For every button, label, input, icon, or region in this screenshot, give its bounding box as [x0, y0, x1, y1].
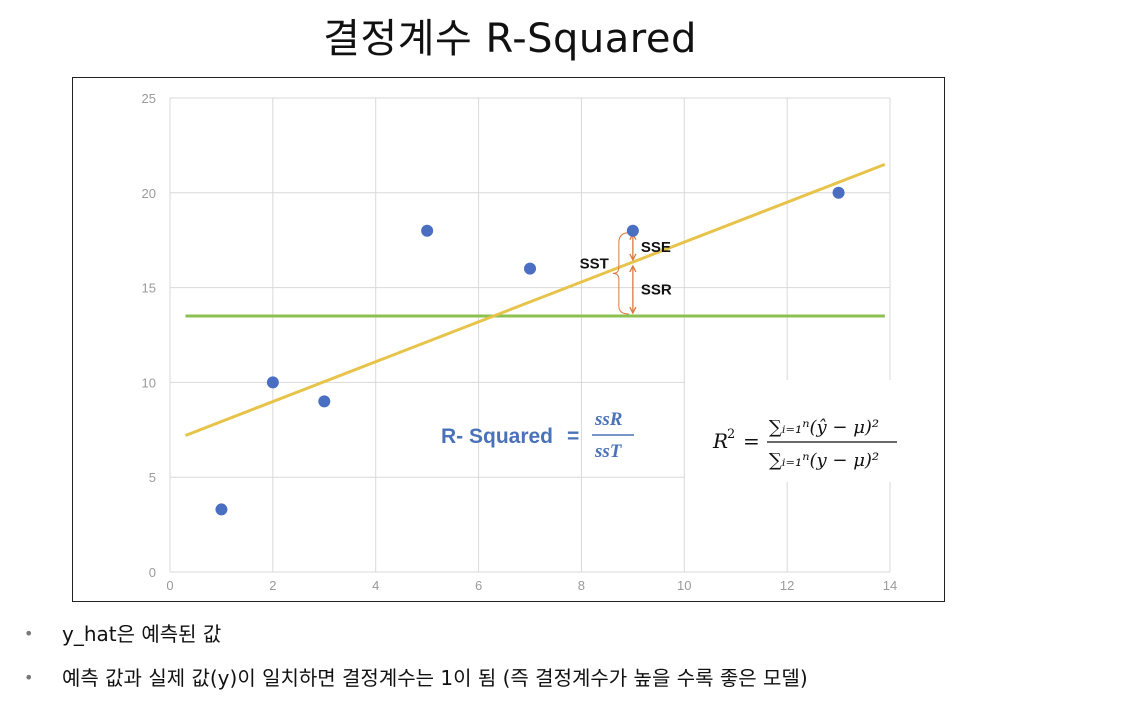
data-point: [626, 224, 639, 237]
scatter-chart: 0 2 4 6 8 10 12 14 0 5 10 15 20 25 SSE SSR SST R- Squar…: [142, 91, 943, 593]
formula-lhs-power: 2: [727, 427, 735, 442]
r-squared-equals: =: [567, 425, 579, 448]
bullet-list: • y_hat은 예측된 값 • 예측 값과 실제 값(y)이 일치하면 결정계…: [22, 622, 808, 710]
x-tick-label: 8: [578, 578, 585, 593]
r-squared-label: R- Squared: [441, 425, 553, 448]
r-squared-denominator: ssT: [594, 441, 623, 462]
chart-frame: 0 2 4 6 8 10 12 14 0 5 10 15 20 25 SSE SSR SST R- Squar…: [72, 77, 945, 602]
ssr-label: SSR: [641, 281, 672, 298]
bullet-text: 예측 값과 실제 값(y)이 일치하면 결정계수는 1이 됨 (즉 결정계수가 …: [62, 666, 808, 690]
slide-title: 결정계수 R-Squared: [323, 16, 697, 62]
x-tick-label: 6: [475, 578, 482, 593]
sst-bracket: [612, 232, 629, 315]
y-tick-label: 25: [142, 91, 156, 106]
data-point: [832, 186, 845, 199]
formula-lhs: R: [712, 429, 728, 453]
sse-arrow-head-bottom: [629, 253, 637, 262]
bullet-text: y_hat은 예측된 값: [62, 622, 222, 646]
sst-label: SST: [580, 255, 609, 272]
data-point: [318, 395, 331, 408]
grid-layer: [169, 97, 891, 573]
bullet-item-yhat: • y_hat은 예측된 값: [22, 622, 808, 646]
ssr-arrow-head-bottom: [629, 306, 637, 315]
ssr-arrow-head-top: [629, 264, 637, 273]
y-tick-label: 20: [142, 186, 156, 201]
x-tick-label: 10: [677, 578, 691, 593]
data-point: [421, 224, 434, 237]
line-layer: [184, 162, 886, 437]
x-tick-label: 2: [269, 578, 276, 593]
y-tick-label: 10: [142, 375, 156, 390]
x-tick-label: 14: [883, 578, 897, 593]
x-tick-label: 4: [372, 578, 379, 593]
annotation-layer: SSE SSR SST: [580, 232, 672, 315]
x-tick-label: 0: [166, 578, 173, 593]
x-tick-label: 12: [780, 578, 794, 593]
bullet-dot: •: [24, 668, 34, 687]
bullet-dot: •: [24, 624, 34, 643]
formula-equals: =: [743, 429, 760, 453]
point-layer: [215, 186, 845, 516]
regression-line: [184, 162, 886, 437]
y-tick-label: 0: [149, 565, 156, 580]
data-point: [266, 376, 279, 389]
sse-label: SSE: [641, 239, 671, 256]
formula-denominator: ∑ᵢ₌₁ⁿ(y − μ)²: [769, 450, 879, 471]
y-tick-label: 15: [142, 281, 156, 296]
y-tick-label: 5: [149, 470, 156, 485]
data-point: [524, 262, 536, 275]
r-squared-numerator: ssR: [594, 409, 622, 430]
formula-panel: [685, 380, 943, 482]
formula-numerator: ∑ᵢ₌₁ⁿ(ŷ − μ)²: [769, 417, 879, 438]
tick-layer: 0 2 4 6 8 10 12 14 0 5 10 15 20 25: [142, 91, 898, 593]
data-point: [215, 503, 228, 516]
bullet-item-r2-meaning: • 예측 값과 실제 값(y)이 일치하면 결정계수는 1이 됨 (즉 결정계수…: [22, 666, 808, 690]
